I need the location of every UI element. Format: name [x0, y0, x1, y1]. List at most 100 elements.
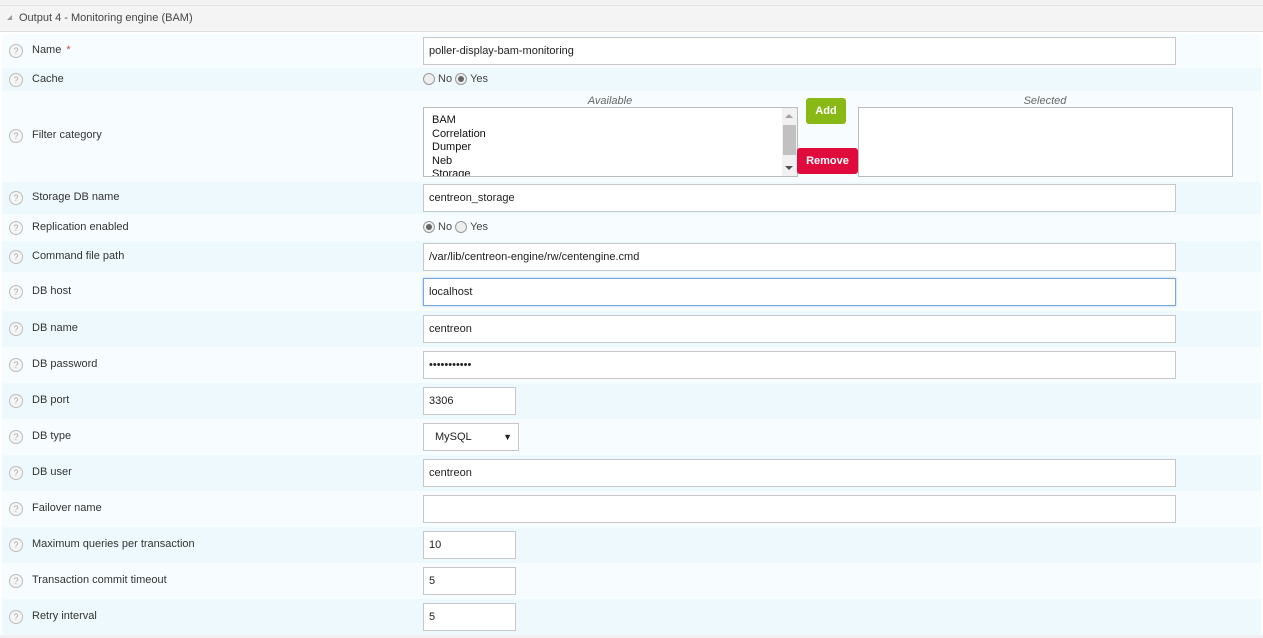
commit-timeout-input[interactable]: 5: [423, 567, 516, 595]
label-text: Name: [32, 44, 62, 56]
required-marker: *: [66, 44, 71, 56]
radio-label-yes[interactable]: Yes: [470, 220, 489, 233]
help-icon[interactable]: ?: [9, 358, 23, 372]
radio-label-no[interactable]: No: [438, 72, 453, 85]
commit-timeout-label: Transaction commit timeout: [32, 574, 167, 586]
help-icon[interactable]: ?: [9, 394, 23, 408]
db-host-label: DB host: [32, 285, 71, 297]
triangle-collapse-icon[interactable]: [7, 15, 12, 20]
help-icon[interactable]: ?: [9, 574, 23, 588]
label-text: DB password: [32, 358, 98, 370]
help-icon[interactable]: ?: [9, 72, 23, 87]
retry-interval-input[interactable]: 5: [423, 603, 516, 631]
help-icon[interactable]: ?: [9, 44, 23, 58]
help-icon[interactable]: ?: [9, 191, 23, 205]
db-name-input[interactable]: centreon: [423, 315, 1176, 343]
form-row-db-port: ? DB port 3306: [2, 383, 1261, 419]
failover-name-input[interactable]: [423, 495, 1176, 523]
selected-caption: Selected: [1023, 95, 1067, 107]
scroll-down-icon[interactable]: [785, 166, 793, 170]
name-input[interactable]: poller-display-bam-monitoring: [423, 37, 1176, 65]
form-row-db-host: ? DB host localhost: [2, 272, 1261, 311]
cache-radio-group: No Yes: [423, 72, 491, 85]
chevron-down-icon[interactable]: ▼: [503, 432, 512, 442]
db-type-select[interactable]: MySQL ▼: [423, 423, 519, 451]
top-bar: [0, 0, 1263, 6]
help-icon[interactable]: ?: [9, 610, 23, 624]
selected-list[interactable]: [858, 107, 1233, 177]
help-icon[interactable]: ?: [9, 322, 23, 336]
db-name-label: DB name: [32, 322, 78, 334]
label-text: Replication enabled: [32, 220, 129, 233]
db-password-label: DB password: [32, 358, 97, 370]
help-icon[interactable]: ?: [9, 430, 23, 444]
storage-db-name-label: Storage DB name: [32, 191, 119, 203]
list-option[interactable]: Dumper: [432, 141, 472, 153]
command-file-path-label: Command file path: [32, 250, 124, 262]
help-icon[interactable]: ?: [9, 129, 23, 143]
form-row-commit-timeout: ? Transaction commit timeout 5: [2, 563, 1261, 599]
name-label: Name *: [32, 44, 71, 56]
db-port-input[interactable]: 3306: [423, 387, 516, 415]
radio-label-yes[interactable]: Yes: [470, 72, 489, 85]
help-icon[interactable]: ?: [9, 502, 23, 516]
label-text: Failover name: [32, 502, 102, 514]
radio-no[interactable]: [423, 72, 435, 85]
label-text: DB port: [32, 394, 70, 406]
form-row-db-user: ? DB user centreon: [2, 455, 1261, 491]
help-icon[interactable]: ?: [9, 466, 23, 480]
form-row-max-queries: ? Maximum queries per transaction 10: [2, 527, 1261, 563]
form-row-db-name: ? DB name centreon: [2, 311, 1261, 347]
divider: [0, 635, 1263, 638]
command-file-path-input[interactable]: /var/lib/centreon-engine/rw/centengine.c…: [423, 242, 1176, 271]
section-title: Output 4 - Monitoring engine (BAM): [19, 12, 193, 24]
max-queries-label: Maximum queries per transaction: [32, 538, 195, 550]
radio-label-no[interactable]: No: [438, 220, 453, 233]
list-option[interactable]: Correlation: [432, 127, 486, 140]
available-list[interactable]: BAM Correlation Dumper Neb Storage: [423, 107, 798, 177]
label-text: Command file path: [32, 249, 125, 262]
form-row-failover-name: ? Failover name: [2, 491, 1261, 527]
form-row-db-type: ? DB type MySQL ▼: [2, 419, 1261, 455]
list-option[interactable]: Storage: [432, 168, 471, 177]
remove-button[interactable]: Remove: [797, 148, 858, 174]
form-row-retry-interval: ? Retry interval 5: [2, 599, 1261, 635]
db-host-input[interactable]: localhost: [423, 277, 1176, 306]
scroll-thumb[interactable]: [783, 125, 796, 155]
db-password-input[interactable]: •••••••••••: [423, 351, 1176, 379]
add-button[interactable]: Add: [806, 98, 846, 124]
cache-label: Cache: [32, 73, 64, 85]
list-option[interactable]: BAM: [432, 114, 456, 126]
help-icon[interactable]: ?: [9, 538, 23, 552]
radio-yes[interactable]: [455, 72, 468, 85]
radio-no[interactable]: [423, 220, 435, 233]
db-port-label: DB port: [32, 394, 69, 406]
filter-category-label: Filter category: [32, 129, 102, 141]
scroll-up-icon[interactable]: [785, 114, 793, 118]
label-text: Cache: [32, 72, 64, 85]
list-option[interactable]: Neb: [432, 154, 453, 167]
storage-db-name-input[interactable]: centreon_storage: [423, 184, 1176, 212]
selected-value: MySQL: [435, 431, 472, 443]
label-text: DB user: [32, 466, 72, 478]
retry-interval-label: Retry interval: [32, 610, 97, 622]
max-queries-input[interactable]: 10: [423, 531, 516, 559]
form-row-filter-category: ? Filter category Available BAM Correlation D…: [2, 91, 1261, 182]
form-row-cache: ? Cache No Yes: [2, 68, 1261, 91]
label-text: Transaction commit timeout: [32, 574, 167, 586]
form-row-name: ? Name * poller-display-bam-monitoring: [2, 34, 1261, 68]
failover-name-label: Failover name: [32, 502, 102, 514]
scrollbar[interactable]: [782, 108, 797, 176]
section-header[interactable]: Output 4 - Monitoring engine (BAM): [0, 6, 1263, 32]
help-icon[interactable]: ?: [9, 220, 23, 235]
db-user-input[interactable]: centreon: [423, 459, 1176, 487]
form-row-storage-db-name: ? Storage DB name centreon_storage: [2, 182, 1261, 214]
radio-yes[interactable]: [455, 220, 468, 233]
label-text: Maximum queries per transaction: [32, 538, 195, 550]
label-text: DB name: [32, 322, 78, 334]
form-row-replication-enabled: ? Replication enabled No Yes: [2, 214, 1261, 241]
replication-enabled-label: Replication enabled: [32, 221, 129, 233]
help-icon[interactable]: ?: [9, 284, 23, 299]
help-icon[interactable]: ?: [9, 249, 23, 264]
available-caption: Available: [587, 95, 633, 107]
